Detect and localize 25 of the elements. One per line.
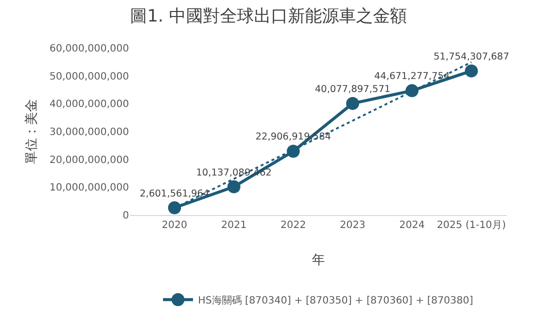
x-tick-label: 2024 xyxy=(399,220,425,231)
point xyxy=(168,201,182,214)
y-tick-label: 60,000,000,000 xyxy=(49,44,129,54)
point xyxy=(346,96,360,110)
x-tick-label: 2025 (1-10月) xyxy=(436,220,506,231)
x-tick-label: 2022 xyxy=(280,220,306,231)
chart-title: 圖1. 中國對全球出口新能源車之金額 xyxy=(130,6,407,27)
y-tick-label: 40,000,000,000 xyxy=(49,99,129,110)
legend-label: HS海關碼 [870340] + [870350] + [870360] + [870380] xyxy=(198,294,474,307)
y-tick-label: 50,000,000,000 xyxy=(49,71,129,82)
y-tick-label: 10,000,000,000 xyxy=(49,182,129,194)
x-axis-title: 年 xyxy=(312,253,325,268)
x-tick-label: 2023 xyxy=(340,220,366,231)
data-label: 40,077,897,571 xyxy=(314,84,390,95)
y-tick-label: 20,000,000,000 xyxy=(49,154,129,166)
point xyxy=(227,180,240,194)
point xyxy=(464,64,478,78)
y-tick-label: 0 xyxy=(122,210,129,222)
point xyxy=(286,144,300,158)
x-tick-label: 2021 xyxy=(221,220,247,231)
y-axis-title: 單位：美金 xyxy=(23,99,40,164)
y-tick-label: 30,000,000,000 xyxy=(49,127,129,138)
data-label: 51,754,307,687 xyxy=(434,51,510,62)
point xyxy=(406,84,419,98)
x-tick-label: 2020 xyxy=(162,220,188,231)
